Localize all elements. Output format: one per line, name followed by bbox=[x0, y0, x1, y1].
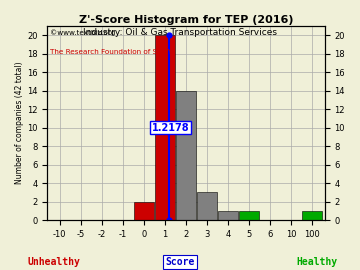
Text: Healthy: Healthy bbox=[296, 257, 337, 267]
Bar bbox=[176, 90, 196, 220]
Text: ©www.textbiz.org: ©www.textbiz.org bbox=[50, 30, 115, 36]
Bar bbox=[302, 211, 322, 220]
Text: 1.2178: 1.2178 bbox=[152, 123, 189, 133]
Text: Unhealthy: Unhealthy bbox=[28, 257, 80, 267]
Text: Score: Score bbox=[165, 257, 195, 267]
Text: Industry: Oil & Gas Transportation Services: Industry: Oil & Gas Transportation Servi… bbox=[83, 28, 277, 37]
Bar bbox=[154, 35, 175, 220]
Y-axis label: Number of companies (42 total): Number of companies (42 total) bbox=[15, 62, 24, 184]
Text: The Research Foundation of SUNY: The Research Foundation of SUNY bbox=[50, 49, 172, 55]
Bar bbox=[218, 211, 238, 220]
Bar bbox=[134, 202, 154, 220]
Bar bbox=[239, 211, 259, 220]
Bar bbox=[197, 192, 217, 220]
Title: Z'-Score Histogram for TEP (2016): Z'-Score Histogram for TEP (2016) bbox=[78, 15, 293, 25]
